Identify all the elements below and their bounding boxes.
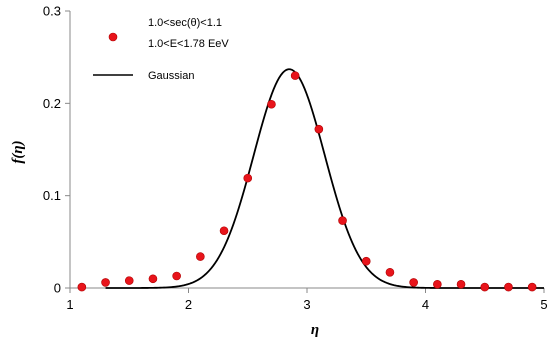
data-point (77, 282, 87, 292)
data-point (385, 268, 395, 277)
data-point (338, 216, 347, 225)
legend: 1.0<sec(θ)<1.1 1.0<E<1.78 EeV Gaussian (93, 17, 229, 82)
y-tick-label: 0.2 (43, 96, 61, 111)
data-point (527, 282, 537, 292)
data-point (504, 282, 513, 292)
data-point (290, 71, 300, 80)
data-point (267, 99, 276, 109)
data-point (148, 274, 158, 284)
y-axis-label: f(η) (10, 140, 26, 163)
legend-curve-label: Gaussian (148, 70, 194, 82)
y-axis: 0 0.1 0.2 0.3 (43, 4, 71, 296)
x-tick-label: 2 (185, 297, 192, 312)
data-point (196, 252, 205, 261)
legend-points-label-line2: 1.0<E<1.78 EeV (148, 38, 229, 50)
data-point (433, 280, 442, 289)
data-point (101, 278, 110, 287)
x-axis-label: η (311, 322, 319, 338)
x-tick-label: 5 (540, 297, 547, 312)
data-points-layer (77, 71, 537, 292)
x-axis: 1 2 3 4 5 (66, 287, 548, 312)
data-point (219, 226, 229, 236)
data-point (243, 173, 253, 183)
data-point (314, 124, 324, 134)
legend-points-label-line1: 1.0<sec(θ)<1.1 (148, 17, 222, 29)
y-tick-label: 0.3 (43, 4, 61, 19)
y-tick-label: 0.1 (43, 188, 61, 203)
legend-point-marker (108, 32, 118, 42)
x-tick-label: 3 (303, 297, 310, 312)
data-point (124, 276, 134, 285)
x-tick-label: 4 (422, 297, 429, 312)
data-point (456, 280, 466, 289)
x-tick-label: 1 (66, 297, 73, 312)
data-point (409, 278, 418, 287)
data-point (361, 256, 371, 266)
gaussian-curve-layer (105, 68, 544, 289)
data-point (480, 282, 490, 292)
y-tick-label: 0 (54, 281, 61, 296)
gaussian-curve (105, 68, 544, 289)
data-point (172, 271, 181, 281)
